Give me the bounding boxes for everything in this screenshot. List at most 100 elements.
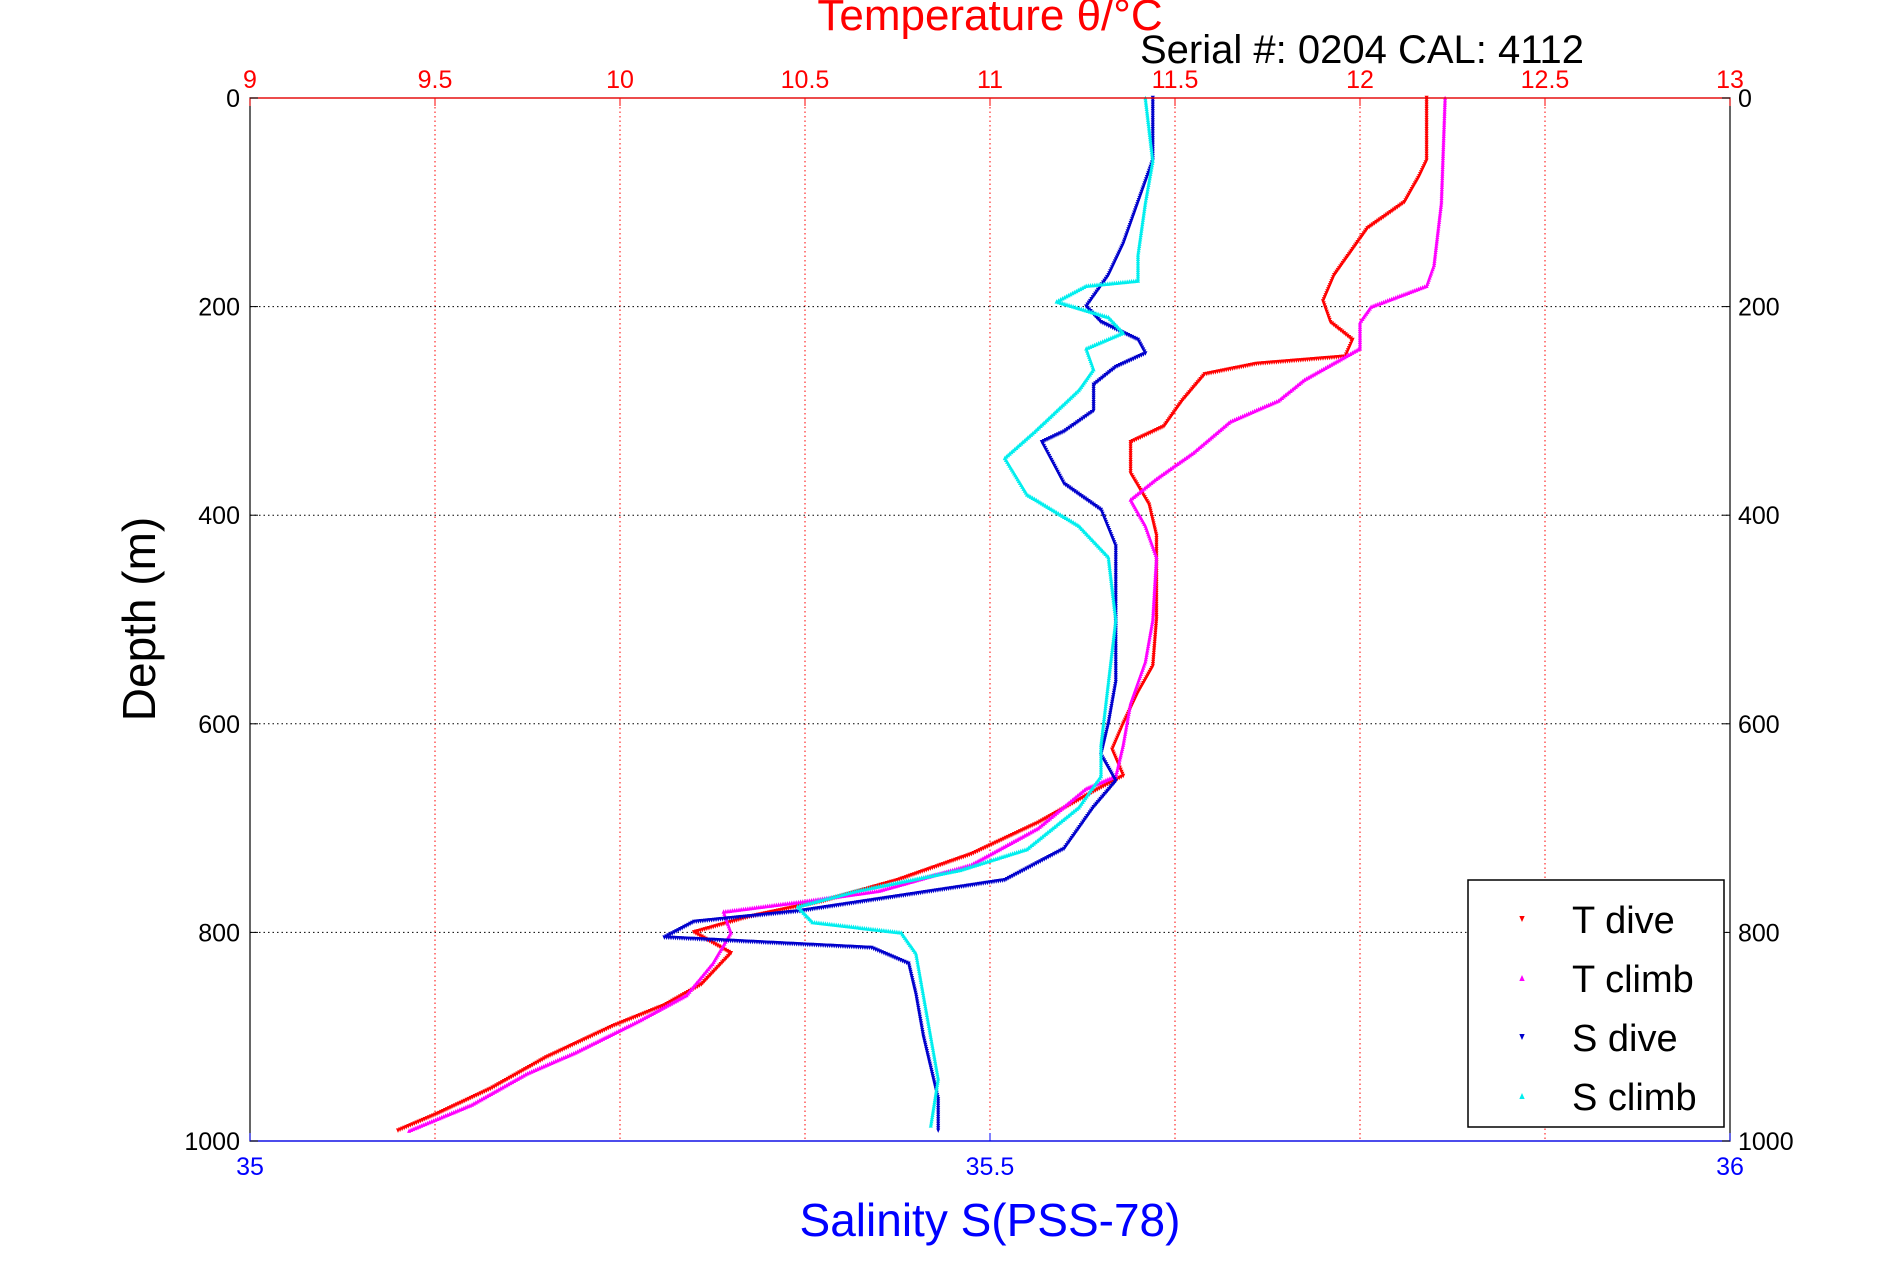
- data-point: [1124, 722, 1129, 728]
- data-point: [1128, 700, 1133, 706]
- data-point: [1441, 151, 1446, 156]
- data-point: [1109, 584, 1114, 590]
- data-point: [1099, 738, 1104, 743]
- data-point: [1103, 373, 1108, 378]
- data-point: [1128, 702, 1133, 708]
- data-point: [1152, 592, 1157, 598]
- data-point: [1432, 258, 1437, 263]
- data-point: [1441, 153, 1446, 158]
- data-point: [1440, 164, 1445, 170]
- data-point: [1106, 675, 1111, 681]
- data-point: [1091, 502, 1096, 508]
- data-point: [1388, 209, 1393, 215]
- data-point: [1073, 421, 1078, 427]
- data-point: [928, 1032, 933, 1037]
- data-point: [1432, 260, 1437, 265]
- data-point: [933, 1091, 938, 1096]
- data-point: [919, 979, 924, 985]
- data-point: [1440, 155, 1445, 161]
- data-point: [1091, 408, 1096, 414]
- data-point: [1108, 571, 1113, 577]
- data-point: [1108, 569, 1113, 575]
- data-point: [927, 1030, 933, 1035]
- data-point: [1095, 505, 1100, 510]
- data-point: [1152, 583, 1157, 589]
- data-point: [930, 1043, 935, 1048]
- left-tick-label: 0: [226, 85, 240, 113]
- data-point: [1441, 129, 1446, 134]
- data-point: [1439, 188, 1444, 194]
- top-tick-label: 13: [1716, 66, 1744, 94]
- data-point: [1402, 200, 1407, 205]
- data-point: [1150, 160, 1155, 166]
- data-point: [935, 1080, 940, 1085]
- data-point: [1331, 322, 1336, 328]
- data-point: [1097, 506, 1102, 511]
- data-point: [1101, 722, 1106, 728]
- data-point: [930, 1112, 935, 1117]
- data-point: [1441, 140, 1446, 145]
- data-point: [1105, 690, 1110, 696]
- data-point: [1148, 169, 1153, 174]
- data-point: [1398, 202, 1403, 208]
- data-point: [1442, 124, 1447, 130]
- plot-series: [395, 95, 1448, 1133]
- data-point: [1368, 223, 1373, 229]
- data-point: [1149, 167, 1154, 172]
- data-point: [1105, 684, 1110, 689]
- data-point: [1435, 232, 1440, 237]
- data-point: [1100, 727, 1105, 732]
- data-point: [1112, 628, 1117, 633]
- data-point: [1112, 366, 1117, 371]
- data-point: [1150, 156, 1155, 161]
- data-point: [1437, 215, 1442, 220]
- data-point: [1141, 213, 1146, 218]
- data-point: [1111, 636, 1116, 642]
- data-point: [1136, 250, 1141, 255]
- data-point: [1107, 565, 1112, 570]
- data-point: [1084, 497, 1089, 503]
- right-tick-label: 800: [1738, 919, 1780, 947]
- chart-subtitle: Serial #: 0204 CAL: 4112: [1140, 28, 1584, 72]
- data-point: [1101, 725, 1106, 730]
- data-point: [1153, 570, 1158, 575]
- data-point: [1099, 735, 1104, 741]
- data-point: [1147, 134, 1153, 140]
- data-point: [933, 1095, 938, 1100]
- data-point: [1113, 615, 1118, 620]
- data-point: [1094, 379, 1100, 385]
- data-point: [1082, 415, 1087, 420]
- data-point: [1148, 628, 1153, 633]
- data-point: [1442, 122, 1447, 127]
- bottom-tick-label: 36: [1716, 1153, 1744, 1181]
- data-point: [1106, 558, 1111, 564]
- data-point: [1106, 370, 1111, 375]
- data-point: [1122, 735, 1127, 741]
- data-point: [1439, 200, 1444, 205]
- data-point: [1145, 186, 1150, 192]
- data-point: [1433, 247, 1438, 253]
- top-tick-label: 9: [243, 66, 257, 94]
- data-point: [1121, 740, 1126, 745]
- data-point: [1063, 428, 1068, 433]
- data-point: [1108, 576, 1113, 581]
- data-point: [1440, 157, 1445, 163]
- data-point: [1146, 184, 1151, 190]
- data-point: [920, 990, 926, 996]
- data-point: [1145, 645, 1150, 651]
- data-point: [1149, 145, 1154, 150]
- data-point: [1395, 205, 1400, 210]
- data-point: [920, 988, 925, 993]
- data-point: [1438, 204, 1443, 209]
- data-point: [931, 1047, 936, 1053]
- series-s-climb: [795, 95, 1155, 1128]
- data-point: [1377, 217, 1382, 222]
- data-point: [395, 1128, 401, 1133]
- data-point: [921, 994, 926, 1000]
- data-point: [1437, 212, 1442, 218]
- data-point: [1102, 716, 1107, 722]
- series-s-dive: [662, 95, 1155, 1133]
- data-point: [1104, 697, 1109, 702]
- data-point: [1150, 619, 1155, 624]
- data-point: [1110, 367, 1115, 373]
